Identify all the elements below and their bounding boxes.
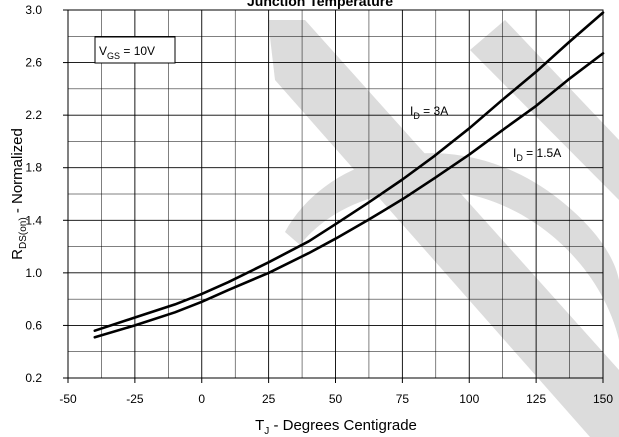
x-tick-label: 100 (459, 392, 479, 406)
condition-box: VGS = 10V (94, 36, 176, 64)
y-tick-label: 0.2 (25, 371, 42, 385)
series-line-0 (93, 11, 605, 333)
x-tick-label: 125 (526, 392, 546, 406)
y-tick-label: 1.0 (25, 266, 42, 280)
y-tick-label: 2.6 (25, 56, 42, 70)
y-tick-label: 1.8 (25, 161, 42, 175)
y-tick-label: 3.0 (25, 3, 42, 17)
y-tick-label: 1.4 (25, 213, 42, 227)
x-tick-label: -50 (59, 392, 77, 406)
x-tick-label: 150 (593, 392, 613, 406)
series-line-1 (93, 52, 605, 339)
y-tick-label: 2.2 (25, 108, 42, 122)
y-tick-labels: 0.2 0.6 1.0 1.4 1.8 2.2 2.6 3.0 (25, 3, 42, 385)
chart-title: Junction Temperature (247, 0, 393, 9)
x-tick-label: 50 (329, 392, 343, 406)
x-tick-label: 0 (198, 392, 205, 406)
plot-area: -50 -25 0 25 50 75 100 125 150 0.2 0.6 1.0 1.4 1.8 2.… (25, 3, 613, 406)
y-axis-title: RDS(on) - Normalized (9, 128, 29, 260)
series-label-1-5a: ID = 1.5A (513, 146, 561, 163)
x-tick-label: 25 (262, 392, 276, 406)
condition-sub: GS (107, 51, 120, 61)
series-label-3a: ID = 3A (410, 104, 448, 121)
condition-box-text: VGS = 10V (99, 44, 155, 61)
condition-rest: = 10V (120, 44, 155, 58)
plot-frame (67, 9, 604, 379)
y-tick-label: 0.6 (25, 318, 42, 332)
x-axis-title: TJ - Degrees Centigrade (255, 417, 417, 437)
condition-box-frame (94, 36, 176, 64)
watermark (268, 20, 619, 437)
x-tick-labels: -50 -25 0 25 50 75 100 125 150 (59, 392, 613, 406)
condition-main: V (99, 44, 107, 58)
x-tick-label: 75 (396, 392, 410, 406)
x-tick-label: -25 (126, 392, 144, 406)
series-lines (93, 11, 605, 339)
